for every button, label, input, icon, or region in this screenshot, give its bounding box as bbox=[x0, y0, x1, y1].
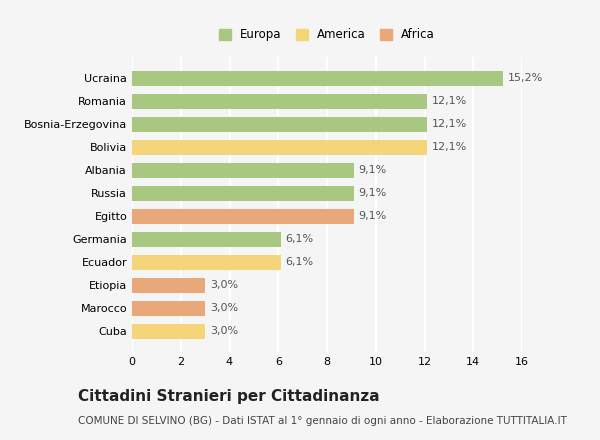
Text: 12,1%: 12,1% bbox=[432, 142, 467, 152]
Bar bbox=[132, 324, 205, 339]
Text: 12,1%: 12,1% bbox=[432, 96, 467, 106]
Legend: Europa, America, Africa: Europa, America, Africa bbox=[215, 25, 439, 45]
Bar bbox=[132, 70, 503, 85]
Bar bbox=[132, 186, 354, 201]
Bar bbox=[132, 117, 427, 132]
Bar bbox=[132, 139, 427, 154]
Bar bbox=[132, 163, 354, 178]
Text: COMUNE DI SELVINO (BG) - Dati ISTAT al 1° gennaio di ogni anno - Elaborazione TU: COMUNE DI SELVINO (BG) - Dati ISTAT al 1… bbox=[78, 416, 567, 426]
Text: 9,1%: 9,1% bbox=[359, 188, 387, 198]
Text: 6,1%: 6,1% bbox=[286, 234, 314, 244]
Text: 12,1%: 12,1% bbox=[432, 119, 467, 129]
Bar bbox=[132, 301, 205, 315]
Bar bbox=[132, 231, 281, 246]
Bar bbox=[132, 255, 281, 270]
Text: 15,2%: 15,2% bbox=[508, 73, 542, 83]
Text: 9,1%: 9,1% bbox=[359, 165, 387, 175]
Bar bbox=[132, 209, 354, 224]
Text: 3,0%: 3,0% bbox=[210, 280, 238, 290]
Bar bbox=[132, 94, 427, 109]
Text: Cittadini Stranieri per Cittadinanza: Cittadini Stranieri per Cittadinanza bbox=[78, 389, 380, 404]
Bar bbox=[132, 278, 205, 293]
Text: 3,0%: 3,0% bbox=[210, 303, 238, 313]
Text: 3,0%: 3,0% bbox=[210, 326, 238, 336]
Text: 6,1%: 6,1% bbox=[286, 257, 314, 267]
Text: 9,1%: 9,1% bbox=[359, 211, 387, 221]
